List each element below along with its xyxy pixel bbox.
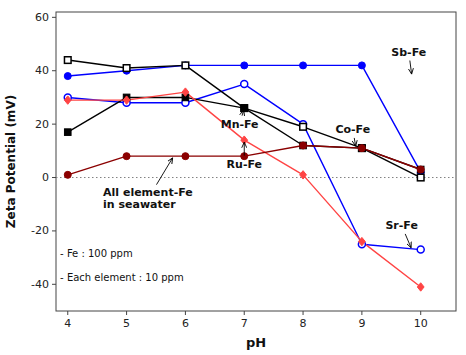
y-tick bbox=[52, 17, 56, 18]
y-axis-label: Zeta Potential (mV) bbox=[4, 95, 18, 228]
point bbox=[123, 65, 130, 72]
annotation-line: Sb-Fe bbox=[391, 46, 426, 59]
x-tick-label: 6 bbox=[182, 317, 189, 330]
point bbox=[64, 57, 71, 64]
x-tick-label: 8 bbox=[300, 317, 307, 330]
annotation-line: Co-Fe bbox=[335, 123, 370, 136]
point bbox=[358, 62, 365, 69]
reference-line bbox=[56, 177, 456, 178]
x-tick bbox=[185, 311, 186, 315]
note-text: - Fe : 100 ppm - Each element : 10 ppm bbox=[60, 248, 184, 283]
annotation-arrow bbox=[244, 142, 245, 156]
point bbox=[182, 62, 189, 69]
x-tick bbox=[126, 311, 127, 315]
y-tick-label: -20 bbox=[31, 224, 49, 237]
annotations: Sb-Fe Co-Fe Mn-Fe Ru-Fe Sr-Fe All element-Fei… bbox=[103, 46, 426, 248]
point bbox=[64, 171, 71, 178]
plot-frame bbox=[56, 12, 456, 311]
point bbox=[241, 105, 248, 112]
point bbox=[358, 145, 365, 152]
y-tick bbox=[52, 70, 56, 71]
point bbox=[300, 142, 307, 149]
point bbox=[417, 174, 424, 181]
point bbox=[417, 166, 424, 173]
point bbox=[182, 88, 189, 96]
point bbox=[300, 171, 307, 179]
point bbox=[182, 153, 189, 160]
annotation-text: Sr-Fe bbox=[385, 219, 417, 232]
x-tick-label: 5 bbox=[123, 317, 130, 330]
x-axis-label: pH bbox=[246, 335, 266, 350]
point bbox=[123, 96, 130, 104]
annotation-line: Mn-Fe bbox=[221, 118, 259, 131]
y-tick-label: 0 bbox=[42, 171, 49, 184]
y-tick-label: 60 bbox=[35, 11, 49, 24]
x-tick-label: 9 bbox=[358, 317, 365, 330]
point bbox=[358, 237, 365, 245]
x-tick bbox=[361, 311, 362, 315]
point bbox=[64, 73, 71, 80]
plot-area bbox=[56, 57, 456, 291]
series-line bbox=[68, 65, 421, 172]
chart: -40 -20 0 20 40 60 4 5 6 7 8 9 10 pH Zeta Potential (m… bbox=[0, 0, 466, 355]
x-tick-label: 4 bbox=[64, 317, 71, 330]
annotation-arrow bbox=[410, 61, 412, 75]
annotation-arrow bbox=[354, 138, 355, 146]
x-tick-label: 10 bbox=[414, 317, 428, 330]
point bbox=[241, 81, 248, 88]
annotation-text: Co-Fe bbox=[335, 123, 370, 136]
x-tick bbox=[244, 311, 245, 315]
x-tick bbox=[420, 311, 421, 315]
annotation-line: in seawater bbox=[103, 198, 176, 211]
point bbox=[182, 62, 189, 69]
point bbox=[300, 123, 307, 130]
annotation-text: All element-Fein seawater bbox=[103, 186, 193, 211]
annotation-arrow bbox=[405, 234, 411, 248]
y-tick bbox=[52, 284, 56, 285]
series-line bbox=[68, 60, 421, 177]
y-tick bbox=[52, 230, 56, 231]
point bbox=[123, 153, 130, 160]
y-tick-label: 40 bbox=[35, 64, 49, 77]
point bbox=[241, 105, 248, 112]
point bbox=[64, 129, 71, 136]
y-tick bbox=[52, 124, 56, 125]
annotation-text: Sb-Fe bbox=[391, 46, 426, 59]
point bbox=[300, 62, 307, 69]
point bbox=[64, 96, 71, 104]
annotation-line: Ru-Fe bbox=[227, 158, 262, 171]
note-line: - Fe : 100 ppm bbox=[60, 248, 133, 259]
point bbox=[241, 62, 248, 69]
x-tick bbox=[67, 311, 68, 315]
point bbox=[359, 145, 366, 152]
annotation-line: Sr-Fe bbox=[385, 219, 417, 232]
point bbox=[359, 145, 366, 152]
annotation-text: Ru-Fe bbox=[227, 158, 262, 171]
annotation-text: Mn-Fe bbox=[221, 118, 259, 131]
note-line: - Each element : 10 ppm bbox=[60, 272, 184, 283]
series-line bbox=[68, 84, 421, 250]
y-tick-label: -40 bbox=[31, 278, 49, 291]
point bbox=[417, 246, 424, 253]
point bbox=[417, 166, 424, 173]
x-tick-label: 7 bbox=[241, 317, 248, 330]
annotation-arrow bbox=[156, 158, 172, 185]
annotation-arrow bbox=[242, 110, 244, 116]
y-tick-label: 20 bbox=[35, 118, 49, 131]
point bbox=[300, 142, 307, 149]
x-tick bbox=[303, 311, 304, 315]
point bbox=[417, 283, 424, 291]
y-tick bbox=[52, 177, 56, 178]
